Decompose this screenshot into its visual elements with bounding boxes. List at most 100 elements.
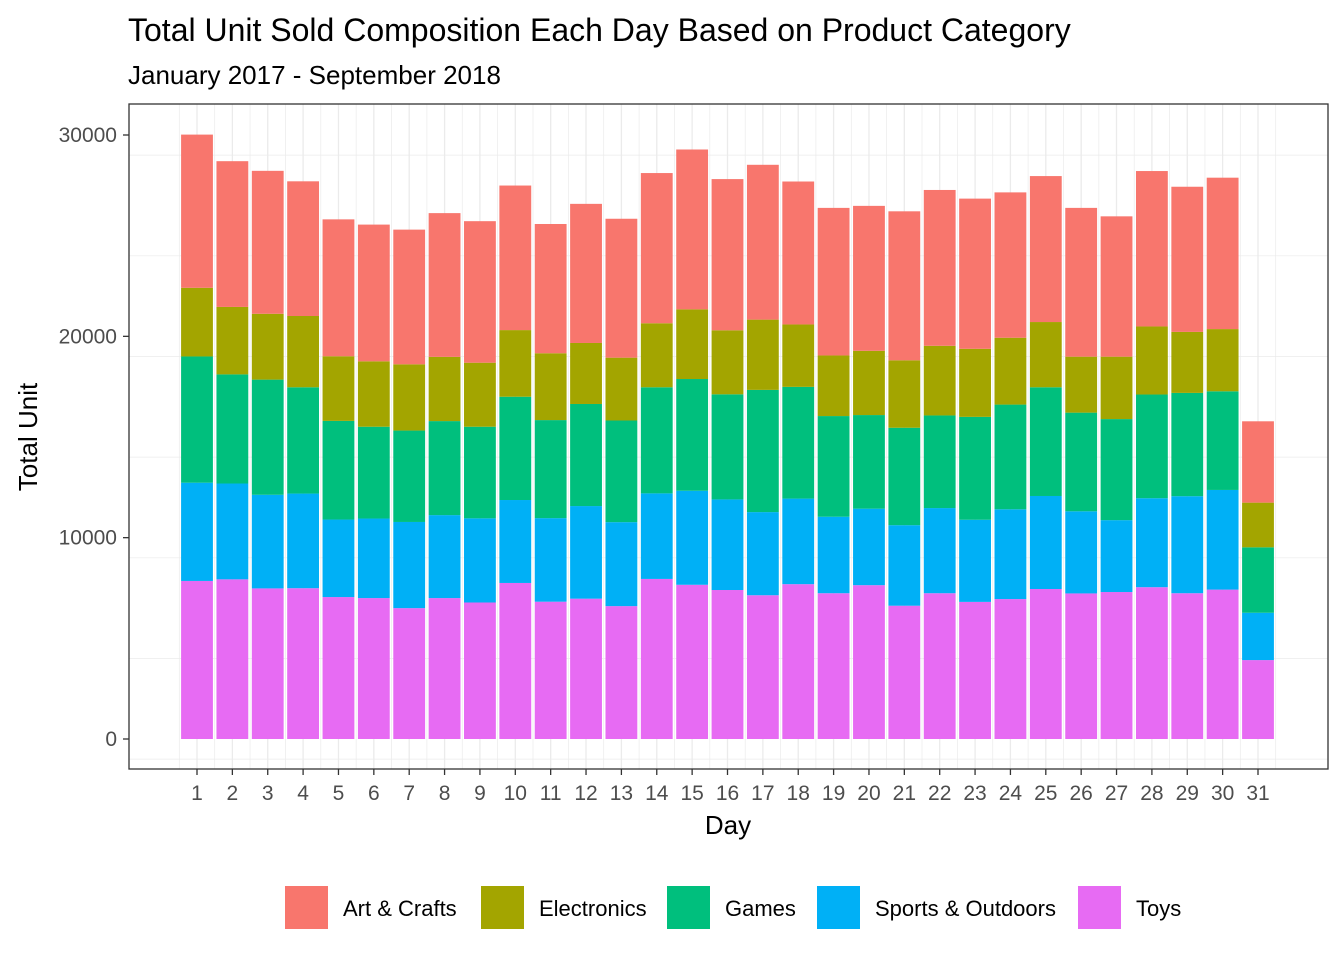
bar-electronics-day-9 (464, 362, 496, 427)
bar-toys-day-1 (181, 580, 213, 739)
bar-art-crafts-day-13 (605, 218, 638, 358)
bar-electronics-day-24 (994, 337, 1027, 405)
bar-toys-day-21 (888, 605, 921, 739)
bar-games-day-4 (287, 387, 320, 494)
bar-toys-day-27 (1100, 592, 1133, 739)
x-tick-label: 11 (540, 782, 562, 805)
bar-toys-day-10 (499, 582, 532, 739)
bar-art-crafts-day-10 (499, 185, 532, 331)
bar-electronics-day-10 (499, 330, 532, 397)
bar-sports-outdoors-day-3 (251, 494, 284, 589)
bar-toys-day-23 (959, 601, 991, 739)
legend-key-toys (1078, 886, 1121, 929)
legend-key-sports-outdoors (817, 886, 860, 929)
bar-electronics-day-4 (287, 315, 320, 388)
bar-sports-outdoors-day-13 (605, 522, 638, 607)
bar-sports-outdoors-day-18 (782, 498, 815, 585)
x-tick-label: 21 (893, 782, 916, 805)
x-tick-label: 16 (716, 782, 739, 805)
bar-art-crafts-day-21 (888, 211, 921, 361)
bar-toys-day-29 (1171, 593, 1204, 739)
x-tick-label: 7 (403, 782, 415, 805)
bar-games-day-30 (1206, 391, 1239, 490)
bar-art-crafts-day-11 (534, 223, 567, 354)
bar-games-day-10 (499, 396, 532, 501)
bar-games-day-11 (534, 420, 567, 519)
bar-toys-day-6 (357, 598, 390, 739)
bar-electronics-day-21 (888, 360, 921, 428)
x-tick-label: 26 (1069, 782, 1092, 805)
bar-games-day-24 (994, 404, 1027, 510)
x-axis: 1 2 3 4 5 6 7 8 9 10 11 12 13 14 15 16 17 18 19 20 21 22 23 24 2… (191, 769, 1270, 805)
bar-art-crafts-day-30 (1206, 177, 1239, 330)
x-tick-label: 9 (474, 782, 486, 805)
bar-games-day-3 (251, 379, 284, 495)
bar-games-day-17 (746, 389, 779, 513)
y-axis-title: Total Unit (13, 382, 43, 491)
bar-toys-day-14 (640, 578, 673, 739)
bar-sports-outdoors-day-23 (959, 519, 991, 602)
bar-art-crafts-day-5 (322, 219, 355, 357)
bar-sports-outdoors-day-2 (216, 483, 249, 580)
legend-key-art-crafts (285, 886, 328, 929)
bar-games-day-20 (853, 415, 885, 509)
bar-sports-outdoors-day-8 (428, 515, 461, 599)
bar-toys-day-30 (1206, 589, 1239, 739)
bar-art-crafts-day-2 (216, 161, 249, 307)
bar-sports-outdoors-day-12 (570, 506, 602, 599)
bar-electronics-day-3 (251, 313, 284, 380)
bar-art-crafts-day-27 (1100, 216, 1133, 357)
bar-games-day-7 (393, 430, 426, 522)
bar-electronics-day-1 (181, 287, 213, 357)
bar-games-day-13 (605, 420, 638, 523)
bar-electronics-day-26 (1065, 356, 1098, 413)
bar-toys-day-12 (570, 598, 602, 739)
bar-toys-day-2 (216, 579, 249, 739)
x-tick-label: 17 (751, 782, 774, 805)
legend-key-electronics (481, 886, 524, 929)
bar-electronics-day-15 (676, 309, 709, 380)
bar-electronics-day-17 (746, 319, 779, 390)
bar-electronics-day-23 (959, 348, 991, 417)
x-tick-label: 3 (262, 782, 274, 805)
bar-art-crafts-day-7 (393, 229, 426, 365)
bar-toys-day-25 (1029, 589, 1062, 739)
bar-sports-outdoors-day-29 (1171, 496, 1204, 594)
bar-sports-outdoors-day-30 (1206, 489, 1239, 590)
x-tick-label: 6 (368, 782, 380, 805)
bar-art-crafts-day-31 (1242, 421, 1274, 503)
bar-toys-day-16 (711, 590, 744, 739)
x-tick-label: 31 (1246, 782, 1269, 805)
legend-label-art-crafts: Art & Crafts (343, 896, 457, 921)
bar-games-day-16 (711, 394, 744, 500)
bar-games-day-27 (1100, 419, 1133, 521)
bar-games-day-31 (1242, 547, 1274, 613)
bar-games-day-19 (817, 416, 850, 517)
bar-electronics-day-18 (782, 324, 815, 387)
bar-toys-day-3 (251, 588, 284, 739)
bar-electronics-day-6 (357, 361, 390, 427)
bar-games-day-5 (322, 420, 355, 520)
bar-art-crafts-day-22 (923, 189, 956, 346)
bar-art-crafts-day-14 (640, 173, 673, 324)
legend-label-sports-outdoors: Sports & Outdoors (875, 896, 1056, 921)
chart-subtitle: January 2017 - September 2018 (128, 60, 501, 90)
bar-games-day-29 (1171, 392, 1204, 497)
x-tick-label: 23 (963, 782, 986, 805)
x-tick-label: 27 (1105, 782, 1128, 805)
bar-electronics-day-25 (1029, 322, 1062, 388)
bar-games-day-2 (216, 374, 249, 484)
x-tick-label: 14 (645, 782, 669, 805)
bar-electronics-day-28 (1135, 326, 1168, 395)
bar-sports-outdoors-day-10 (499, 500, 532, 583)
bar-electronics-day-11 (534, 353, 567, 421)
bar-sports-outdoors-day-6 (357, 518, 390, 599)
bar-electronics-day-20 (853, 350, 885, 416)
bar-toys-day-19 (817, 593, 850, 739)
x-tick-label: 2 (227, 782, 239, 805)
bar-art-crafts-day-4 (287, 181, 320, 316)
bar-toys-day-13 (605, 606, 638, 739)
bar-sports-outdoors-day-26 (1065, 511, 1098, 594)
bar-electronics-day-27 (1100, 356, 1133, 420)
